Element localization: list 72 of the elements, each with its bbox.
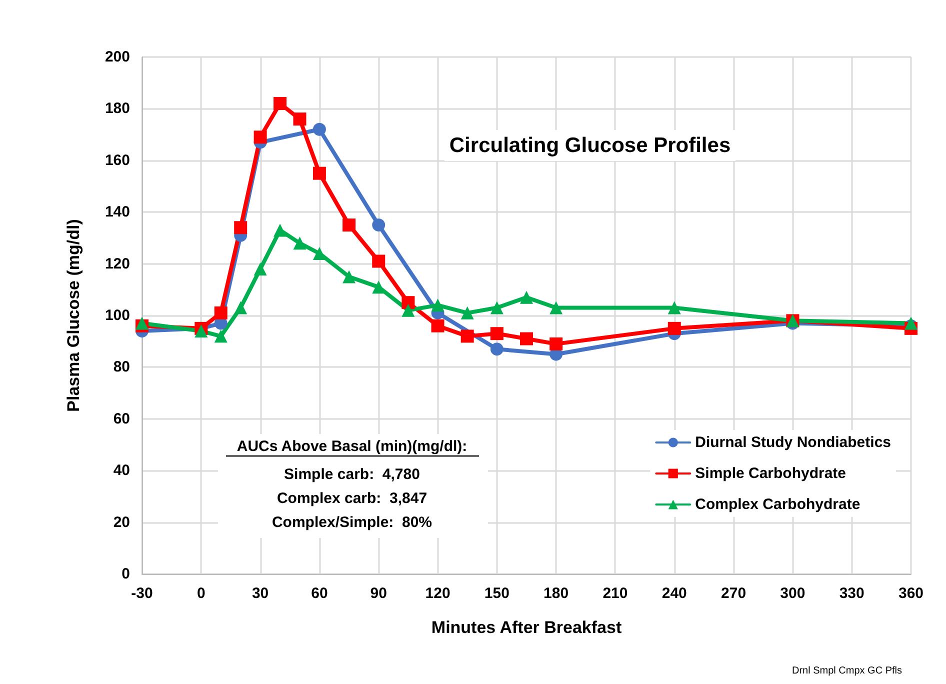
point [214,330,228,343]
point [402,296,415,310]
x-tick-label: 210 [602,585,628,602]
x-tick-label: 120 [425,585,450,602]
point [293,236,306,250]
point [194,324,208,338]
x-tick-label: 90 [370,585,387,602]
point [342,270,356,284]
y-tick-label: 140 [104,204,130,221]
point [312,246,326,260]
point [372,218,386,232]
y-tick-label: 180 [104,100,130,118]
y-axis-title: Plasma Glucose (mg/dl) [64,219,83,412]
point [402,304,415,317]
point [520,290,533,304]
point [668,301,681,314]
point [550,337,563,350]
x-tick-label: 0 [196,585,206,602]
point [342,218,356,232]
point [312,122,326,136]
x-tick-label: 360 [898,585,924,602]
point [460,330,474,343]
point [372,254,386,268]
y-tick-label: 160 [104,152,130,169]
point [490,301,504,314]
point [234,301,248,314]
y-tick-label: 20 [113,514,130,531]
point [293,112,306,126]
x-tick-label: 270 [721,585,746,602]
legend-label: Simple Carbohydrate [695,465,846,482]
point [274,97,287,110]
point [312,166,326,180]
point [668,322,681,335]
point [234,221,248,234]
text: Drnl Smpl Cmpx GC Pfls [792,666,902,676]
point [431,298,444,312]
annotation: AUCs Above Basal (min)(mg/dl): [236,438,468,455]
point [254,130,267,144]
point [550,301,563,314]
point [136,316,148,330]
x-tick-label: 150 [484,585,510,602]
point [460,306,474,320]
y-tick-label: 0 [122,566,130,582]
legend-label: Complex Carbohydrate [695,496,860,513]
x-tick-label: 60 [311,585,328,602]
y-tick-label: 80 [113,358,130,376]
annotation: Simple carb: 4,780 [284,466,420,483]
x-axis-title: Minutes After Breakfast [431,618,622,637]
point [274,224,287,237]
y-tick-label: 100 [104,307,130,324]
y-tick-label: 200 [104,48,130,66]
x-tick-label: 30 [252,585,269,602]
point [490,327,504,340]
point [490,342,504,356]
text: Circulating Glucose Profiles [449,134,731,157]
x-tick-label: 240 [662,585,687,602]
y-tick-label: 40 [113,462,130,480]
y-tick-label: 60 [113,410,130,428]
point [431,319,444,332]
point [520,332,533,346]
x-tick-label: 180 [544,585,569,602]
x-tick-label: 330 [839,585,864,602]
y-tick-label: 120 [104,255,130,272]
annotation: Complex/Simple: 80% [272,514,432,531]
x-tick-label: 300 [780,585,806,602]
legend-label: Diurnal Study Nondiabetics [695,434,892,451]
point [214,306,228,320]
annotation: Complex carb: 3,847 [276,490,428,507]
x-tick-label: -30 [131,585,153,602]
point [904,316,918,330]
point [254,262,267,276]
point [372,280,386,294]
